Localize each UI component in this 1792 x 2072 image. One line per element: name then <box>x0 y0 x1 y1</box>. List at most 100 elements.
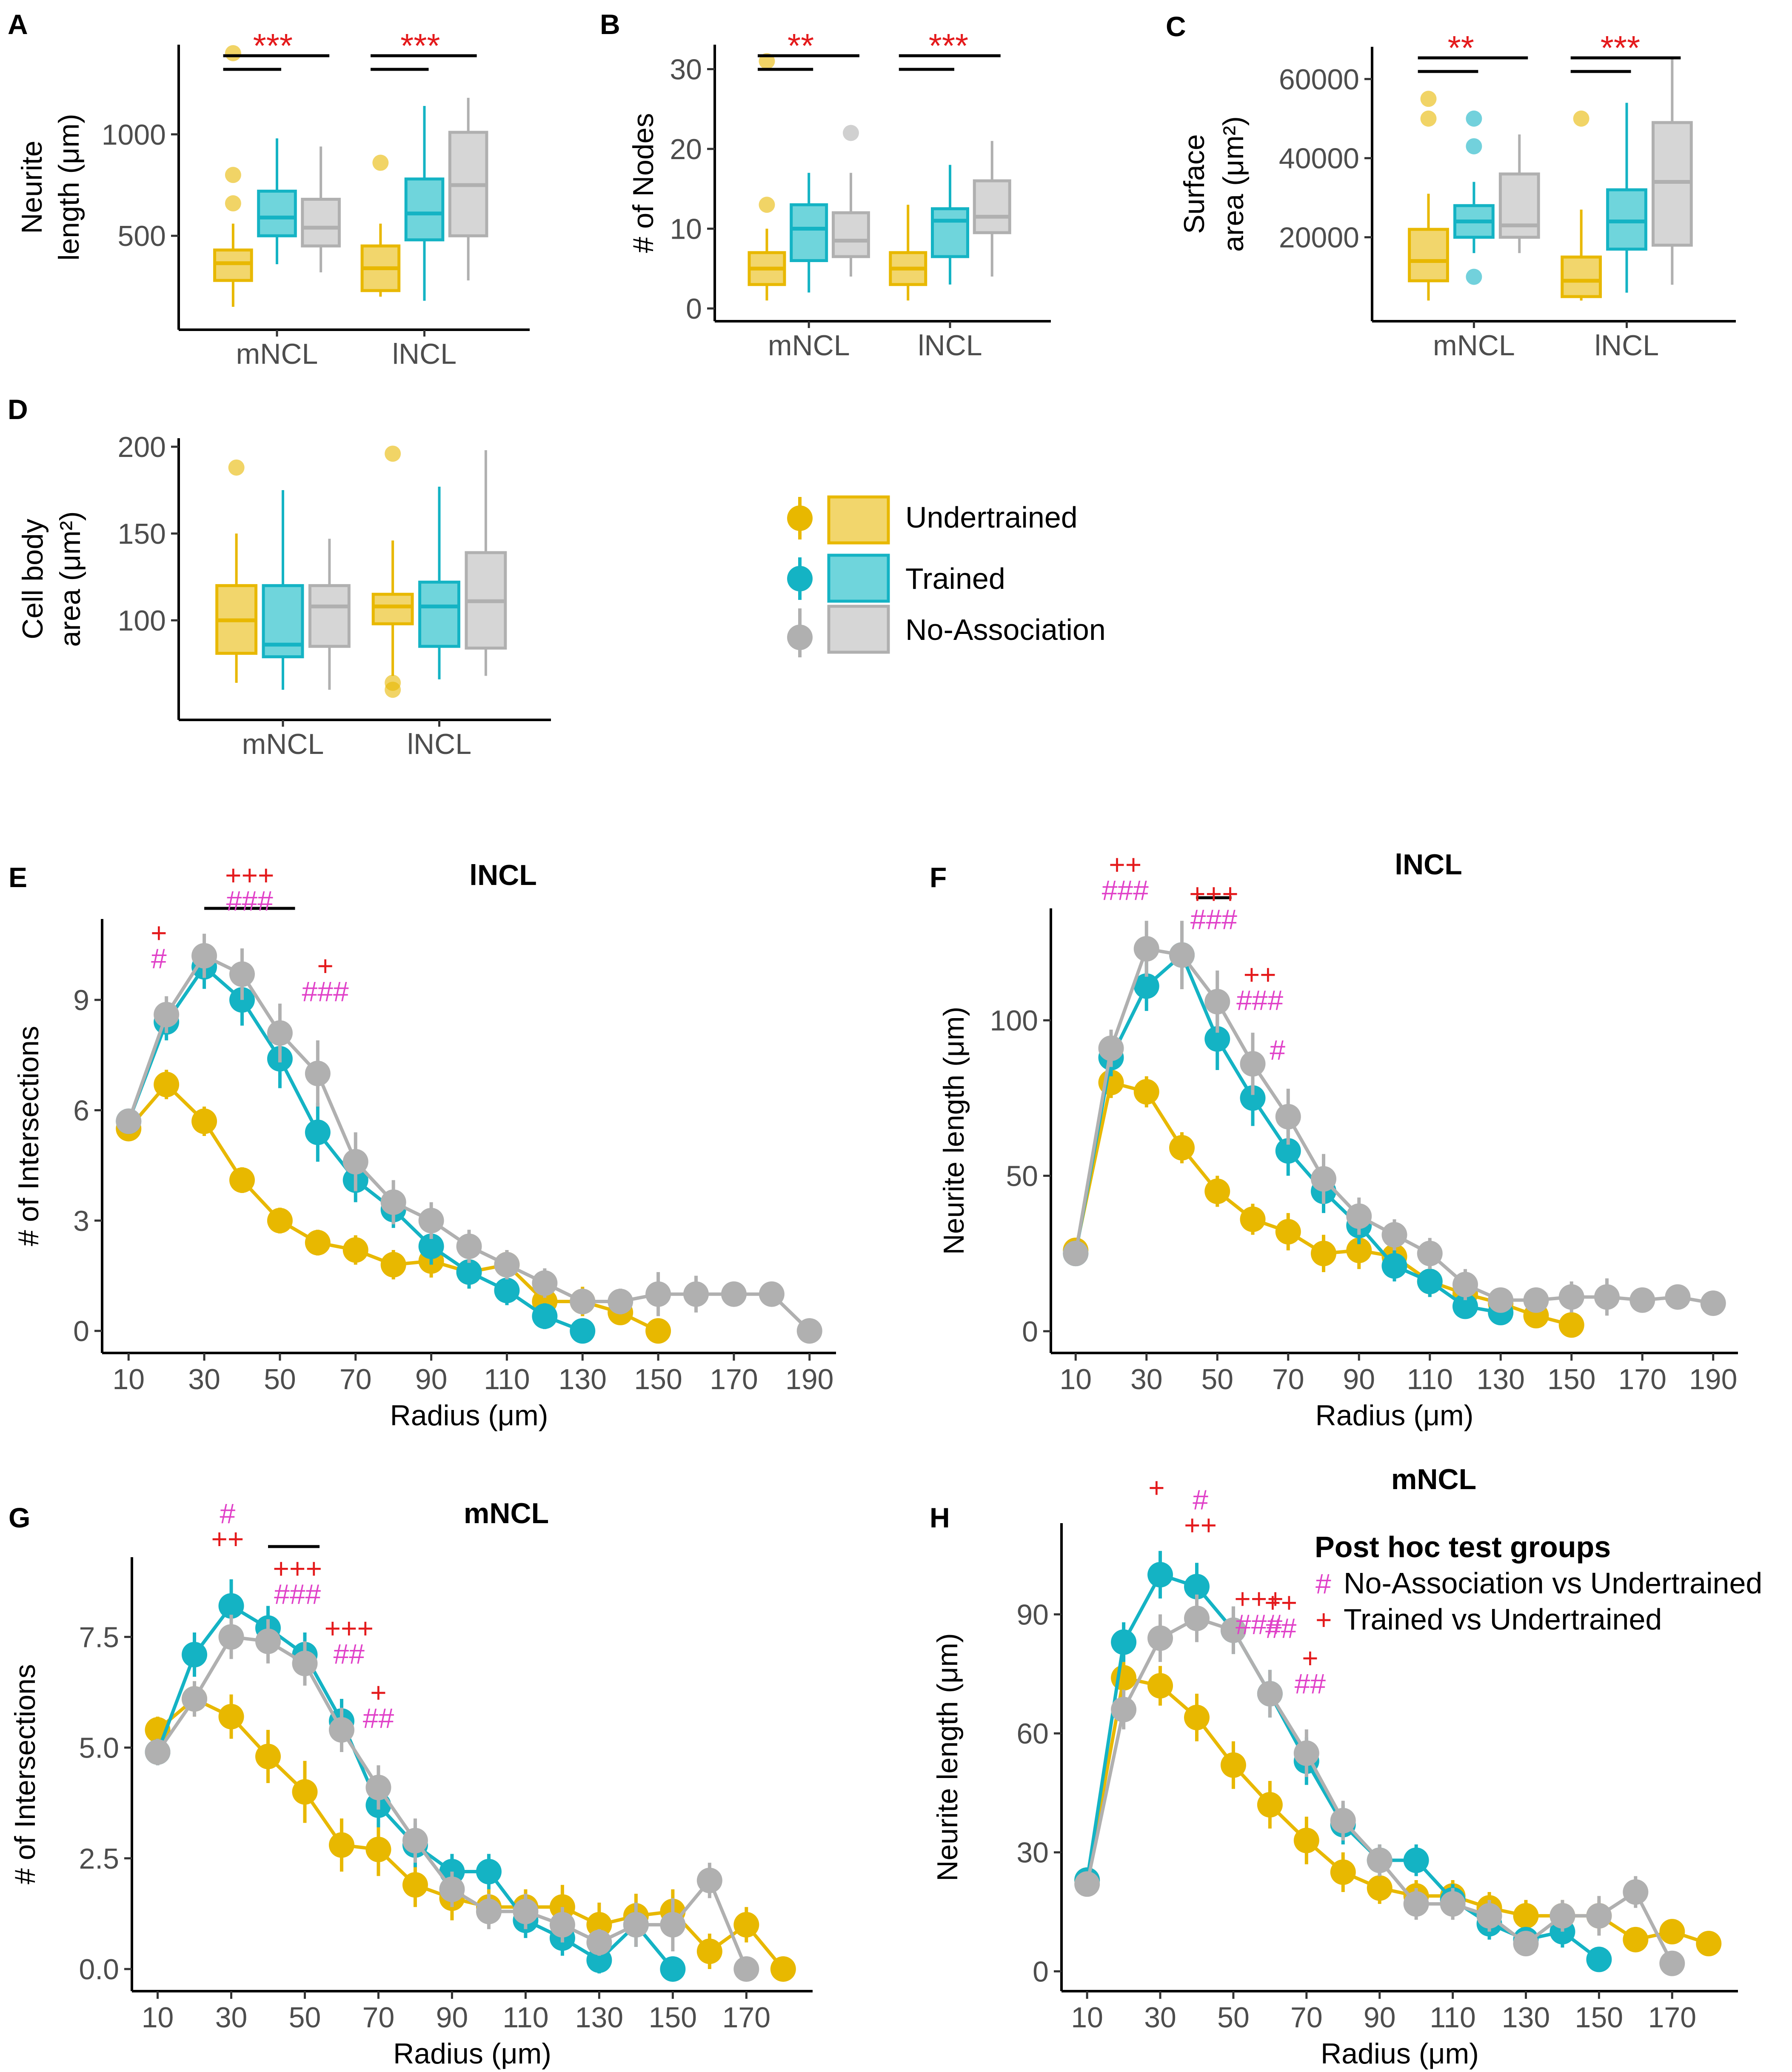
posthoc-hash-mark: ### <box>1190 903 1237 935</box>
box-iqr <box>404 177 445 242</box>
posthoc-hash-mark: # <box>220 1498 236 1529</box>
y-tick-label: 60000 <box>1279 63 1359 96</box>
data-point <box>1623 1926 1649 1952</box>
outlier-point <box>1466 110 1482 127</box>
posthoc-title: Post hoc test groups <box>1315 1530 1611 1564</box>
data-point <box>549 1912 575 1938</box>
x-tick-label: 150 <box>1547 1363 1595 1396</box>
posthoc-plus-mark: ++ <box>1109 849 1141 880</box>
data-point <box>1204 1026 1230 1052</box>
box-mncl-no-association <box>1498 134 1540 253</box>
outlier-point <box>372 154 389 171</box>
data-point <box>229 1167 255 1193</box>
x-tick-label: 30 <box>188 1363 220 1396</box>
data-point <box>1074 1871 1100 1897</box>
data-point <box>439 1876 465 1902</box>
x-tick-label: 130 <box>559 1363 607 1396</box>
data-point <box>1133 973 1159 999</box>
data-point <box>1204 1179 1230 1204</box>
data-point <box>608 1288 633 1314</box>
data-point <box>267 1020 293 1046</box>
legend-label-no-association: No-Association <box>905 613 1106 646</box>
category-label: lNCL <box>392 338 457 370</box>
series-no-association <box>145 1615 759 1982</box>
y-tick-label: 0 <box>1033 1955 1049 1988</box>
y-tick-label: 20000 <box>1279 222 1359 254</box>
data-point <box>1184 1704 1210 1730</box>
panel-title: mNCL <box>464 1497 549 1530</box>
box-iqr <box>931 207 969 258</box>
data-point <box>1417 1268 1443 1294</box>
x-tick-label: 70 <box>1272 1363 1304 1396</box>
data-point <box>1330 1808 1356 1834</box>
data-point <box>402 1872 428 1898</box>
data-point <box>1311 1241 1337 1267</box>
data-point <box>328 1717 354 1743</box>
data-point <box>218 1704 244 1730</box>
data-point <box>1659 1950 1685 1976</box>
box-iqr <box>1498 172 1540 239</box>
legend-label-trained: Trained <box>905 562 1005 595</box>
data-point <box>1184 1574 1210 1600</box>
data-point <box>1403 1847 1429 1873</box>
panel-e-line-chart: 0 3 6 9 E lNCL Radius (μm) # of Intersections 10… <box>9 859 836 1432</box>
data-point <box>1275 1104 1301 1130</box>
signif-stars: ** <box>1448 29 1474 67</box>
box-mncl-undertrained <box>213 45 253 307</box>
legend-item-no-association: No-Association <box>787 605 1106 657</box>
category-label: mNCL <box>242 728 324 760</box>
category-label: lNCL <box>407 728 471 760</box>
box-iqr <box>973 179 1011 234</box>
signif-stars: *** <box>1601 29 1640 67</box>
x-tick-label: 170 <box>710 1363 758 1396</box>
x-tick-label: 70 <box>1290 2001 1323 2034</box>
legend-box-no-association <box>827 605 890 654</box>
x-tick-label: 10 <box>142 2001 174 2034</box>
data-point <box>733 1912 759 1938</box>
box-iqr <box>831 211 870 258</box>
data-point <box>305 1061 331 1087</box>
posthoc-plus-mark: + <box>317 950 334 982</box>
data-point <box>1558 1284 1584 1310</box>
x-tick-label: 10 <box>1071 2001 1103 2034</box>
panel-b-boxplot: 0 10 20 30 B # of Nodes mNCL ** lNCL *** <box>600 9 1051 362</box>
outlier-point <box>228 459 245 476</box>
outlier-point <box>225 45 241 61</box>
data-point <box>570 1288 596 1314</box>
data-point <box>267 1207 293 1233</box>
x-tick-label: 30 <box>215 2001 248 2034</box>
box-mncl-no-association <box>301 146 341 273</box>
data-point <box>1169 1135 1195 1161</box>
data-point <box>1257 1792 1283 1818</box>
data-point <box>1204 989 1230 1015</box>
legend-box-trained <box>827 554 890 603</box>
y-tick-label: 60 <box>1016 1718 1049 1750</box>
data-point <box>456 1233 482 1259</box>
box-mncl-trained <box>262 490 304 690</box>
y-tick-label: 100 <box>990 1005 1038 1037</box>
box-mncl-trained <box>1453 110 1495 285</box>
y-tick-label: 0 <box>686 293 702 325</box>
posthoc-plus-mark: +++ <box>225 859 274 891</box>
data-point <box>365 1775 391 1801</box>
box-iqr <box>418 580 460 648</box>
data-point <box>255 1744 281 1769</box>
y-tick-label: 6 <box>73 1094 89 1127</box>
x-tick-label: 30 <box>1130 1363 1163 1396</box>
x-tick-label: 150 <box>634 1363 682 1396</box>
data-point <box>759 1281 785 1307</box>
posthoc-hash-mark: ### <box>274 1578 321 1610</box>
data-point <box>402 1828 428 1854</box>
legend-label-undertrained: Undertrained <box>905 501 1078 534</box>
posthoc-plus-mark: ++ <box>1184 1509 1217 1541</box>
x-axis-label: Radius (μm) <box>390 1399 548 1432</box>
box-lncl-trained <box>931 165 969 285</box>
posthoc-plus-mark: + <box>151 917 167 948</box>
y-tick-label: 3 <box>73 1205 89 1237</box>
panel-f-line-chart: 0 50 100 F lNCL Radius (μm) Neurite length (μm… <box>930 848 1738 1432</box>
data-point <box>305 1119 331 1145</box>
y-tick-label: 30 <box>670 54 702 86</box>
box-lncl-trained <box>418 486 460 679</box>
